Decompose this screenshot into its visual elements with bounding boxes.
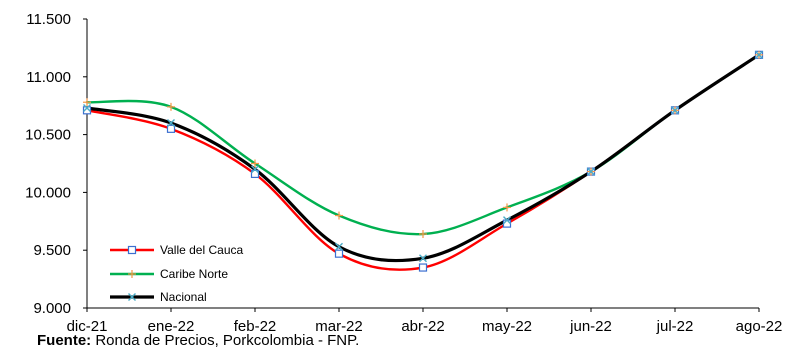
x-tick-label: mar-22 [315, 318, 363, 335]
x-tick-label: abr-22 [401, 318, 444, 335]
y-tick-label: 9.000 [33, 300, 71, 317]
data-point-valle-del-cauca [82, 106, 92, 115]
x-tick-label: jul-22 [656, 318, 694, 335]
data-point-valle-del-cauca [166, 124, 176, 133]
legend-label-caribe-norte: Caribe Norte [160, 267, 228, 281]
series-line-caribe-norte [85, 53, 761, 236]
x-tick-label: dic-21 [67, 318, 108, 335]
plot-area [82, 50, 764, 272]
x-tick-label: may-22 [482, 318, 532, 335]
data-point-nacional [251, 165, 259, 174]
data-point-valle-del-cauca [418, 263, 428, 272]
legend-label-nacional: Nacional [160, 290, 207, 304]
data-point-nacional [335, 242, 343, 251]
series-line-nacional [85, 53, 761, 263]
data-point-nacional [503, 216, 511, 225]
y-tick-label: 11.500 [26, 11, 71, 28]
data-point-nacional [755, 50, 763, 59]
legend-marker-valle-del-cauca [127, 245, 137, 255]
legend-marker-nacional [128, 293, 136, 301]
legend-marker-caribe-norte [128, 270, 136, 278]
y-tick-label: 10.500 [25, 127, 71, 144]
x-tick-label: feb-22 [234, 318, 277, 335]
source-text: Ronda de Precios, Porkcolombia - FNP. [91, 332, 360, 349]
source-note: Fuente: Ronda de Precios, Porkcolombia -… [37, 332, 359, 349]
data-point-valle-del-cauca [250, 169, 260, 179]
data-point-caribe-norte [335, 211, 343, 220]
x-tick-label: ene-22 [148, 318, 195, 335]
x-tick-label: jun-22 [569, 318, 612, 335]
data-point-nacional [167, 119, 175, 128]
y-tick-label: 9.500 [33, 242, 71, 259]
data-point-nacional [671, 106, 679, 115]
chart-axes: 9.000 9.500 10.000 10.500 11.000 11.500 dic-21… [25, 11, 782, 335]
legend-label-valle-del-cauca: Valle del Cauca [160, 243, 243, 257]
data-point-caribe-norte [251, 159, 259, 168]
data-point-nacional [419, 254, 427, 263]
data-point-nacional [83, 104, 91, 113]
x-tick-label: ago-22 [736, 318, 783, 335]
data-point-caribe-norte [503, 203, 511, 212]
data-point-nacional [587, 167, 595, 176]
data-point-caribe-norte [167, 102, 175, 111]
legend: Valle del Cauca Caribe Norte Nacional [110, 243, 243, 304]
data-point-caribe-norte [83, 98, 91, 107]
data-point-valle-del-cauca [334, 249, 344, 258]
data-point-caribe-norte [419, 230, 427, 239]
source-label: Fuente: [37, 332, 92, 349]
y-tick-label: 11.000 [26, 69, 71, 86]
data-point-valle-del-cauca [502, 219, 512, 228]
y-tick-label: 10.000 [25, 184, 71, 201]
